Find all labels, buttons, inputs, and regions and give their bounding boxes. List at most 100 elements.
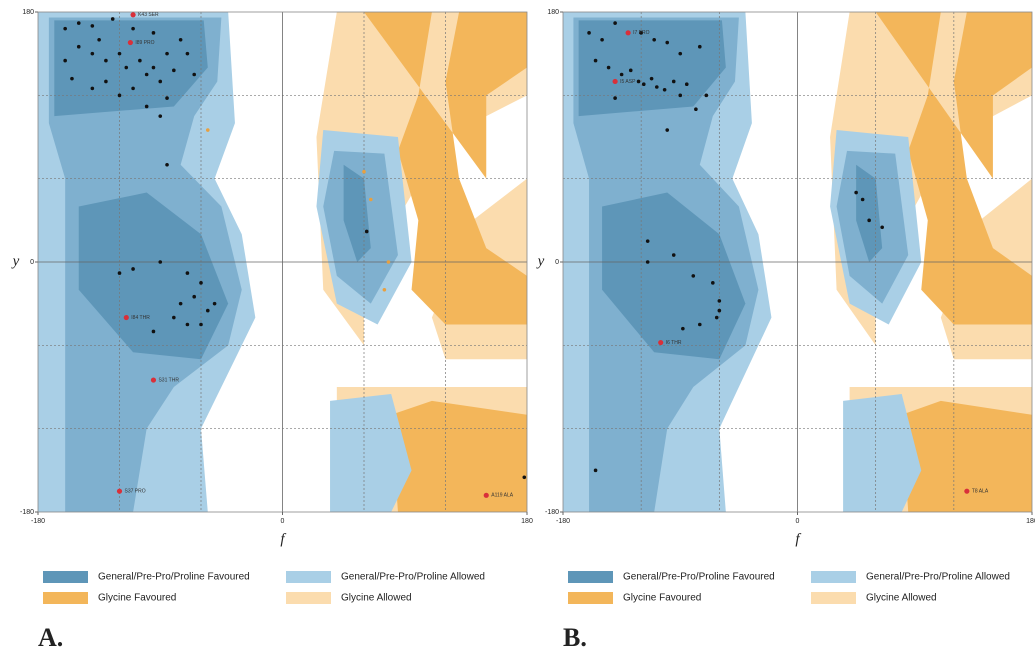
residue-point [665,40,670,45]
residue-point [665,128,670,132]
residue-point [652,37,656,42]
legend-label: General/Pre-Pro/Proline Favoured [98,572,250,583]
residue-label: A119 ALA [491,493,514,499]
residue-point [671,253,676,257]
legend-swatch [811,571,856,583]
residue-label: S31 THR [158,377,179,383]
residue-point [158,114,163,118]
legend-swatch [43,571,88,583]
x-tick-label: 0 [281,518,285,525]
residue-point [645,239,650,243]
residue-point [678,93,683,98]
y-tick-label: -180 [545,509,559,516]
residue-point [880,225,884,230]
residue-point [717,299,722,303]
legend-swatch [568,592,613,604]
x-tick-label: -180 [556,518,570,525]
residue-point [483,492,489,498]
residue-point [606,65,611,70]
x-tick-label: 180 [1026,518,1035,525]
residue-point [131,26,135,31]
residue-point [600,37,604,42]
residue-point [625,30,631,36]
residue-point [619,72,624,77]
residue-point [172,315,176,320]
residue-point [704,93,709,98]
residue-point [636,79,641,84]
residue-point [964,488,970,494]
legend-label: Glycine Favoured [623,593,701,604]
region [843,393,922,512]
residue-point [90,24,95,28]
residue-point [130,12,136,18]
residue-point [138,58,142,63]
residue-point [104,58,108,63]
legend-swatch [286,592,331,604]
residue-point [131,86,135,91]
legend-label: Glycine Favoured [98,593,176,604]
legend-swatch [568,571,613,583]
residue-label: T8 ALA [972,488,989,494]
residue-point [97,37,101,42]
residue-point [172,68,176,73]
residue-point [178,301,183,306]
residue-point [678,51,683,56]
panel: -180 0 180 -180 0 180 f y K43 SER I89 PRO I84 THR S… [11,9,533,652]
residue-point [613,21,617,25]
residue-point [386,260,391,264]
y-tick-label: 180 [547,9,559,16]
region [578,20,726,117]
residue-point [613,96,617,100]
residue-point [860,197,865,202]
residue-point [178,37,183,42]
residue-point [205,308,210,313]
residue-point [90,86,95,91]
legend-label: General/Pre-Pro/Proline Allowed [341,572,485,583]
residue-point [717,308,722,313]
residue-label: I5 ASP [620,79,636,85]
residue-point [185,322,190,327]
residue-point [867,218,871,223]
residue-point [671,79,676,84]
residue-point [165,96,169,100]
region [54,20,208,117]
y-axis-label: y [536,253,545,269]
region [901,400,1032,512]
residue-point [117,271,122,275]
residue-point [649,76,654,81]
residue-point [587,31,591,35]
residue-point [522,475,527,480]
legend-swatch [811,592,856,604]
x-axis-label: f [280,531,286,547]
legend-label: General/Pre-Pro/Proline Favoured [623,572,775,583]
residue-label: K43 SER [138,12,159,18]
residue-point [63,26,67,31]
panel: -180 0 180 -180 0 180 f y I7 PRO I5 ASP I6 THR T8 A… [536,9,1035,652]
residue-point [165,162,169,167]
residue-label: I7 PRO [633,30,650,36]
y-axis-label: y [11,253,20,269]
residue-point [697,322,702,327]
residue-point [185,271,190,275]
residue-point [144,104,149,109]
residue-point [117,93,122,98]
residue-point [76,44,81,49]
residue-point [364,229,369,234]
residue-label: S37 PRO [125,488,146,494]
residue-point [151,329,156,334]
residue-point [714,315,719,320]
residue-point [110,17,115,21]
residue-point [117,51,122,56]
residue-point [697,44,702,49]
residue-point [127,39,133,46]
legend-label: Glycine Allowed [341,593,412,604]
residue-point [711,281,715,285]
residue-point [63,58,67,63]
residue-point [131,267,135,271]
residue-point [151,65,156,70]
residue-point [205,128,210,132]
panel-label: A. [38,623,63,652]
residue-label: I89 PRO [135,40,154,46]
legend-swatch [286,571,331,583]
